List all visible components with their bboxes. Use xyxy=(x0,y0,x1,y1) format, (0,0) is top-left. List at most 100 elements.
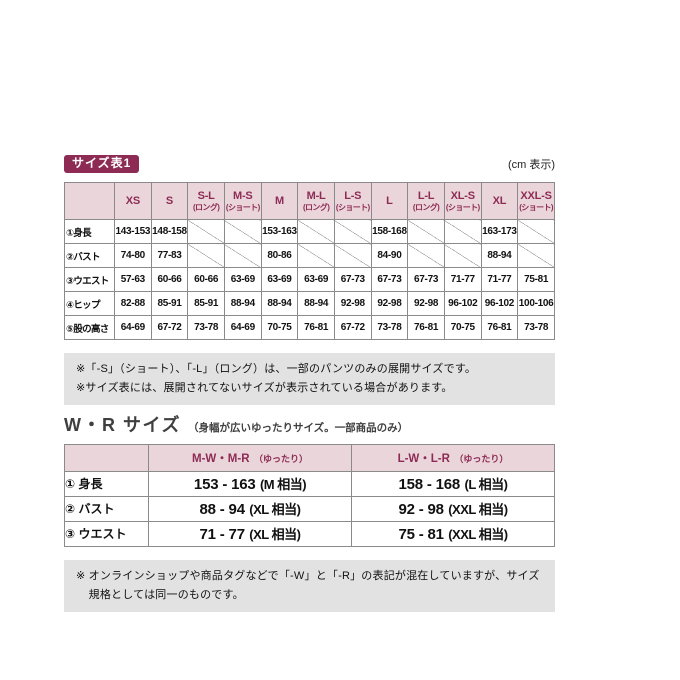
size-table-header-row: XS S S-L (ロング) M-S (ショート) M M-L (ロング) L-S (シ… xyxy=(64,182,555,221)
size-cell xyxy=(187,219,225,245)
size-cell: 163-173 xyxy=(480,219,519,245)
corner-cell xyxy=(64,182,115,221)
row-label: ②バスト xyxy=(64,243,115,269)
wr-range: 71 - 77 xyxy=(199,525,246,543)
size-name: L xyxy=(386,194,393,207)
size-cell: 88-94 xyxy=(480,243,519,269)
top-bar: サイズ表1 (cm 表示) xyxy=(64,155,555,174)
size-cell: 64-69 xyxy=(114,315,152,341)
wr-range: 158 - 168 xyxy=(398,475,461,493)
wr-section-heading: W・R サイズ （身幅が広いゆったりサイズ。一部商品のみ） xyxy=(64,415,555,436)
wr-cell: 75 - 81 (XXL 相当) xyxy=(351,520,555,547)
unit-note: (cm 表示) xyxy=(507,159,555,172)
size-cell: 67-73 xyxy=(407,267,445,293)
size-col-header: S-L (ロング) xyxy=(187,182,225,221)
size-cell: 100-106 xyxy=(517,291,555,317)
wr-range: 92 - 98 xyxy=(398,500,444,518)
size-cell: 88-94 xyxy=(260,291,299,317)
size-cell xyxy=(517,219,555,245)
wr-col-header: M-W・M-R （ゆったり） xyxy=(148,443,352,472)
size-cell: 63-69 xyxy=(223,267,262,293)
size-name: S xyxy=(165,194,174,207)
size-cell xyxy=(443,219,482,245)
note-line: ※サイズ表には、展開されてないサイズが表示されている場合があります。 xyxy=(76,382,453,395)
size-col-header: M-L (ロング) xyxy=(297,182,335,221)
size-cell: 85-91 xyxy=(187,291,225,317)
size-cell: 92-98 xyxy=(333,291,372,317)
size-name: L-L xyxy=(417,189,435,202)
size-variant: (ショート) xyxy=(519,202,553,212)
size-name: M-S xyxy=(233,189,253,202)
size-cell xyxy=(443,243,482,269)
size-cell: 158-168 xyxy=(370,219,409,245)
size-col-header: XL xyxy=(480,182,519,221)
size-table: XS S S-L (ロング) M-S (ショート) M M-L (ロング) L-S (シ… xyxy=(64,182,555,341)
size-col-header: M xyxy=(260,182,299,221)
size-col-header: L-L (ロング) xyxy=(407,182,445,221)
size-name: XS xyxy=(125,194,140,207)
wr-range: 153 - 163 xyxy=(193,475,256,493)
size-cell: 80-86 xyxy=(260,243,299,269)
wr-cell: 158 - 168 (L 相当) xyxy=(351,470,555,497)
wr-equivalent: (XL 相当) xyxy=(249,501,301,517)
wr-row-bust: ② バスト 88 - 94 (XL 相当) 92 - 98 (XXL 相当) xyxy=(64,495,555,522)
size-variant: (ショート) xyxy=(445,202,480,212)
size-cell xyxy=(297,219,335,245)
wr-size-name: M-W・M-R xyxy=(192,452,250,465)
size-name: XXL-S xyxy=(520,189,552,202)
size-cell: 77-83 xyxy=(150,243,189,269)
wr-range: 75 - 81 xyxy=(398,525,444,543)
wr-notes: ※ オンラインショップや商品タグなどで「-W」と「-R」の表記が混在していますが… xyxy=(64,559,555,612)
size-cell: 88-94 xyxy=(297,291,335,317)
size-cell: 92-98 xyxy=(370,291,409,317)
size-cell: 73-78 xyxy=(517,315,555,341)
size-cell: 60-66 xyxy=(187,267,225,293)
size-cell: 63-69 xyxy=(297,267,335,293)
wr-subtitle: （身幅が広いゆったりサイズ。一部商品のみ） xyxy=(187,422,409,435)
wr-equivalent: (XXL 相当) xyxy=(448,526,508,542)
size-variant: (ロング) xyxy=(412,202,440,212)
size-cell: 71-77 xyxy=(443,267,482,293)
size-col-header: L xyxy=(370,182,409,221)
size-col-header: XS xyxy=(114,182,152,221)
wr-cell: 88 - 94 (XL 相当) xyxy=(148,495,352,522)
size-cell xyxy=(517,243,555,269)
size-cell: 73-78 xyxy=(370,315,409,341)
size-cell: 96-102 xyxy=(480,291,519,317)
size-cell: 64-69 xyxy=(223,315,262,341)
wr-row-height: ① 身長 153 - 163 (M 相当) 158 - 168 (L 相当) xyxy=(64,470,555,497)
size-variant: (ショート) xyxy=(225,202,260,212)
size-cell: 143-153 xyxy=(114,219,152,245)
size-cell: 84-90 xyxy=(370,243,409,269)
size-cell: 67-73 xyxy=(333,267,372,293)
size-variant: (ロング) xyxy=(192,202,220,212)
wr-cell: 153 - 163 (M 相当) xyxy=(148,470,352,497)
note-line: ※「-S」（ショート）、「-L」（ロング）は、一部のパンツのみの展開サイズです。 xyxy=(76,363,477,376)
size-cell: 57-63 xyxy=(114,267,152,293)
size-col-header: L-S (ショート) xyxy=(333,182,372,221)
size-cell: 76-81 xyxy=(407,315,445,341)
size-cell: 73-78 xyxy=(187,315,225,341)
wr-size-note: （ゆったり） xyxy=(253,453,308,464)
size-variant: (ロング) xyxy=(302,202,330,212)
size-cell xyxy=(407,243,445,269)
size-variant: (ショート) xyxy=(335,202,370,212)
wr-size-name: L-W・L-R xyxy=(397,452,450,465)
size-row-inseam: ⑤股の高さ 64-69 67-72 73-78 64-69 70-75 76-8… xyxy=(64,315,555,341)
size-cell: 60-66 xyxy=(150,267,189,293)
wr-cell: 92 - 98 (XXL 相当) xyxy=(351,495,555,522)
row-label: ①身長 xyxy=(64,219,115,245)
size-name: M-L xyxy=(306,189,326,202)
wr-cell: 71 - 77 (XL 相当) xyxy=(148,520,352,547)
size-cell xyxy=(333,219,372,245)
size-col-header: M-S (ショート) xyxy=(223,182,262,221)
wr-size-table: M-W・M-R （ゆったり） L-W・L-R （ゆったり） ① 身長 153 -… xyxy=(64,443,555,547)
size-table-badge: サイズ表1 xyxy=(64,155,140,174)
size-cell: 67-73 xyxy=(370,267,409,293)
size-cell xyxy=(223,219,262,245)
size-row-waist: ③ウエスト 57-63 60-66 60-66 63-69 63-69 63-6… xyxy=(64,267,555,293)
size-cell: 76-81 xyxy=(297,315,335,341)
size-cell: 70-75 xyxy=(260,315,299,341)
row-label: ④ヒップ xyxy=(64,291,115,317)
size-cell: 71-77 xyxy=(480,267,519,293)
